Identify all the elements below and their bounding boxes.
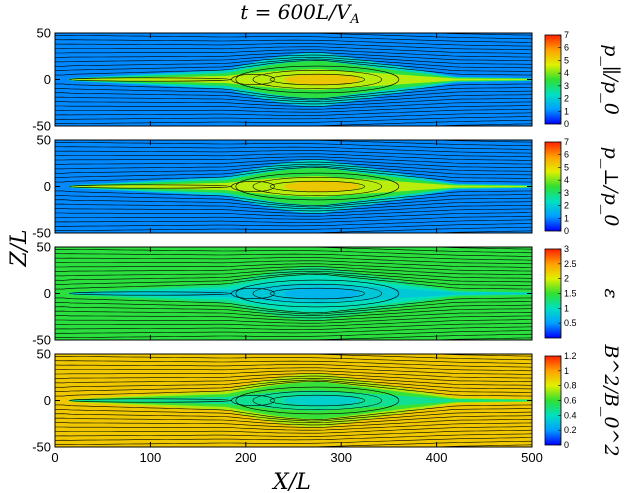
field-lines: [55, 33, 532, 126]
panel-1: -50 0 50 0 1 2 3 4 5 6 7 p_∥/p_0: [32, 26, 622, 134]
island-loop-1: [235, 172, 400, 201]
colorbar-tick-label: 2: [564, 201, 569, 211]
field-lines: [55, 140, 532, 233]
colorbar-label: ε: [600, 288, 622, 298]
colorbar-tick-label: 0.8: [564, 381, 577, 391]
colorbar-tick-label: 7: [564, 30, 569, 40]
y-tick-label: 50: [37, 240, 51, 255]
island-core: [283, 74, 361, 85]
colorbar-label: B^2/B_0^2: [600, 344, 622, 457]
island-loop-1: [235, 65, 400, 94]
colorbar-tick-label: 0: [564, 440, 569, 450]
colorbar-tick-label: 1: [564, 106, 569, 116]
colorbar-tick-label: 1.5: [564, 289, 577, 299]
island-loop-2: [252, 390, 383, 411]
island-loop-3: [269, 394, 365, 407]
colorbar-tick-label: 2: [564, 274, 569, 284]
colorbar-tick-label: 0.5: [564, 318, 577, 328]
y-tick-label: -50: [32, 226, 51, 241]
colorbar: [544, 34, 562, 125]
island-loop-2: [252, 176, 383, 197]
colorbar-tick-label: 3: [564, 81, 569, 91]
colorbar-tick-label: 1: [564, 213, 569, 223]
panel-2: -50 0 50 0 1 2 3 4 5 6 7 p_⊥/p_0: [32, 133, 622, 241]
island-loop-3: [269, 73, 365, 86]
x-tick-label: 500: [521, 450, 543, 465]
colorbar-tick-label: 7: [564, 137, 569, 147]
sheet-loop-2: [231, 73, 275, 86]
colorbar-tick-label: 2.5: [564, 259, 577, 269]
colorbar-tick-label: 0.2: [564, 425, 577, 435]
colorbar-tick-label: 4: [564, 175, 569, 185]
y-tick-label: 0: [44, 179, 51, 194]
x-axis: 0 100 200 300 400 500: [51, 450, 542, 465]
island-core: [283, 181, 361, 192]
y-tick-label: -50: [32, 333, 51, 348]
y-tick-label: -50: [32, 119, 51, 134]
island-loop-2: [252, 283, 383, 304]
field-lines: [55, 247, 532, 340]
colorbar-tick-label: 5: [564, 55, 569, 65]
colorbar-tick-label: 4: [564, 68, 569, 78]
y-tick-label: 0: [44, 286, 51, 301]
colorbar-tick-label: 1: [564, 303, 569, 313]
x-tick-label: 200: [235, 450, 257, 465]
colorbar-tick-label: 3: [564, 188, 569, 198]
x-tick-label: 400: [426, 450, 448, 465]
x-tick-label: 0: [51, 450, 58, 465]
island-loop-1: [235, 386, 400, 415]
x-axis-label: X/L: [271, 470, 311, 493]
colorbar-tick-label: 3: [564, 244, 569, 254]
colorbar-tick-label: 0.6: [564, 396, 577, 406]
colorbar-tick-label: 1: [564, 366, 569, 376]
panels: -50 0 50 0 1 2 3 4 5 6 7 p_∥/p_0 -50 0 50 0 1 2 3 4 5 6 7 p_⊥/p…: [32, 26, 622, 457]
colorbar-tick-label: 6: [564, 43, 569, 53]
y-tick-label: 50: [37, 26, 51, 41]
island-loop-3: [269, 180, 365, 193]
colorbar: [544, 141, 562, 232]
colorbar-tick-label: 1.2: [564, 351, 577, 361]
y-tick-label: 0: [44, 393, 51, 408]
island-loop-2: [252, 69, 383, 90]
field-lines: [55, 354, 532, 447]
colorbar-label: p_⊥/p_0: [600, 147, 622, 227]
colorbar-tick-label: 0: [564, 119, 569, 129]
island-core: [283, 395, 361, 406]
colorbar-label: p_∥/p_0: [600, 44, 622, 115]
chart-title: t = 600L/VA: [240, 0, 360, 27]
sheet-loop-2: [231, 394, 275, 407]
y-tick-label: 50: [37, 347, 51, 362]
x-tick-label: 300: [330, 450, 352, 465]
colorbar-tick-label: 6: [564, 150, 569, 160]
y-tick-label: -50: [32, 440, 51, 455]
colorbar-tick-label: 2: [564, 94, 569, 104]
y-tick-label: 0: [44, 72, 51, 87]
x-tick-label: 100: [140, 450, 162, 465]
panel-3: -50 0 50 0.5 1 1.5 2 2.5 3 ε: [32, 240, 622, 348]
y-axis-label: Z/L: [7, 229, 32, 267]
colorbar-tick-label: 0: [564, 226, 569, 236]
sheet-loop-2: [231, 287, 275, 300]
colorbar-tick-label: 5: [564, 162, 569, 172]
island-core: [283, 288, 361, 299]
y-tick-label: 50: [37, 133, 51, 148]
panel-4: -50 0 50 0 0.2 0.4 0.6 0.8 1 1.2 B^2/B_0^2: [32, 344, 622, 457]
island-loop-1: [235, 279, 400, 308]
sheet-loop-2: [231, 180, 275, 193]
island-loop-3: [269, 287, 365, 300]
colorbar-tick-label: 0.4: [564, 410, 577, 420]
